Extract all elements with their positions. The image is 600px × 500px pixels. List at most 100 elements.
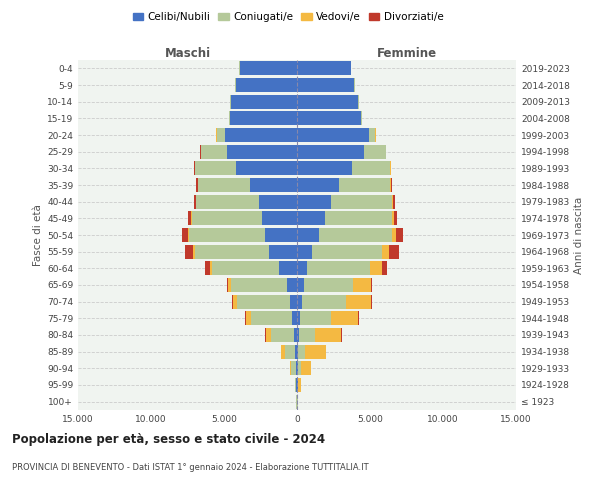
Text: PROVINCIA DI BENEVENTO - Dati ISTAT 1° gennaio 2024 - Elaborazione TUTTITALIA.IT: PROVINCIA DI BENEVENTO - Dati ISTAT 1° g… (12, 462, 368, 471)
Bar (250, 178, 297, 192)
Bar (196, 194, 259, 209)
Bar (297, 144, 364, 159)
Bar (392, 211, 394, 226)
Bar (296, 378, 297, 392)
Bar (300, 311, 331, 326)
Legend: Celibi/Nubili, Coniugati/e, Vedovi/e, Divorziati/e: Celibi/Nubili, Coniugati/e, Vedovi/e, Di… (128, 8, 448, 26)
Bar (311, 244, 382, 259)
Bar (280, 261, 297, 276)
Bar (237, 294, 290, 308)
Bar (297, 211, 325, 226)
Bar (281, 344, 285, 359)
Bar (382, 244, 389, 259)
Bar (217, 128, 226, 142)
Bar (295, 378, 296, 392)
Bar (391, 178, 392, 192)
Bar (297, 361, 298, 376)
Bar (205, 261, 210, 276)
Bar (236, 162, 297, 175)
Bar (392, 194, 393, 209)
Bar (193, 244, 195, 259)
Bar (232, 294, 233, 308)
Bar (246, 311, 251, 326)
Bar (185, 244, 193, 259)
Bar (325, 211, 392, 226)
Bar (210, 261, 212, 276)
Bar (198, 178, 250, 192)
Bar (188, 211, 191, 226)
Bar (382, 261, 387, 276)
Bar (297, 162, 352, 175)
Bar (251, 311, 292, 326)
Text: Femmine: Femmine (376, 47, 437, 60)
Bar (262, 211, 297, 226)
Bar (297, 128, 368, 142)
Bar (195, 244, 269, 259)
Bar (307, 261, 370, 276)
Bar (239, 62, 240, 76)
Bar (331, 194, 392, 209)
Bar (230, 94, 232, 109)
Bar (370, 261, 382, 276)
Bar (364, 144, 386, 159)
Bar (232, 94, 297, 109)
Bar (295, 344, 297, 359)
Bar (297, 344, 298, 359)
Bar (292, 361, 296, 376)
Bar (200, 144, 227, 159)
Bar (392, 228, 396, 242)
Bar (287, 278, 297, 292)
Y-axis label: Anni di nascita: Anni di nascita (574, 196, 584, 274)
Bar (371, 278, 372, 292)
Bar (189, 228, 265, 242)
Bar (192, 211, 262, 226)
Bar (353, 278, 371, 292)
Bar (297, 328, 299, 342)
Bar (227, 144, 297, 159)
Bar (235, 78, 236, 92)
Bar (297, 261, 307, 276)
Bar (361, 112, 362, 126)
Bar (297, 78, 354, 92)
Bar (305, 344, 326, 359)
Bar (245, 311, 246, 326)
Bar (294, 328, 297, 342)
Bar (393, 194, 395, 209)
Bar (298, 344, 305, 359)
Bar (340, 178, 391, 192)
Bar (182, 228, 188, 242)
Bar (315, 328, 341, 342)
Bar (292, 311, 297, 326)
Y-axis label: Fasce di età: Fasce di età (33, 204, 43, 266)
Bar (299, 328, 315, 342)
Bar (230, 112, 297, 126)
Bar (368, 128, 375, 142)
Bar (331, 311, 358, 326)
Bar (194, 194, 196, 209)
Bar (297, 112, 361, 126)
Bar (319, 228, 392, 242)
Bar (297, 244, 311, 259)
Bar (297, 278, 304, 292)
Text: Popolazione per età, sesso e stato civile - 2024: Popolazione per età, sesso e stato civil… (12, 432, 325, 446)
Bar (297, 311, 300, 326)
Bar (304, 278, 353, 292)
Bar (358, 94, 359, 109)
Bar (269, 244, 297, 259)
Bar (297, 94, 358, 109)
Bar (229, 278, 232, 292)
Bar (297, 294, 302, 308)
Bar (396, 228, 403, 242)
Bar (227, 278, 229, 292)
Bar (297, 194, 331, 209)
Bar (196, 178, 197, 192)
Bar (346, 294, 371, 308)
Bar (212, 261, 280, 276)
Bar (271, 328, 294, 342)
Bar (297, 62, 351, 76)
Bar (301, 361, 311, 376)
Bar (229, 112, 230, 126)
Bar (240, 62, 297, 76)
Bar (394, 211, 397, 226)
Bar (265, 228, 297, 242)
